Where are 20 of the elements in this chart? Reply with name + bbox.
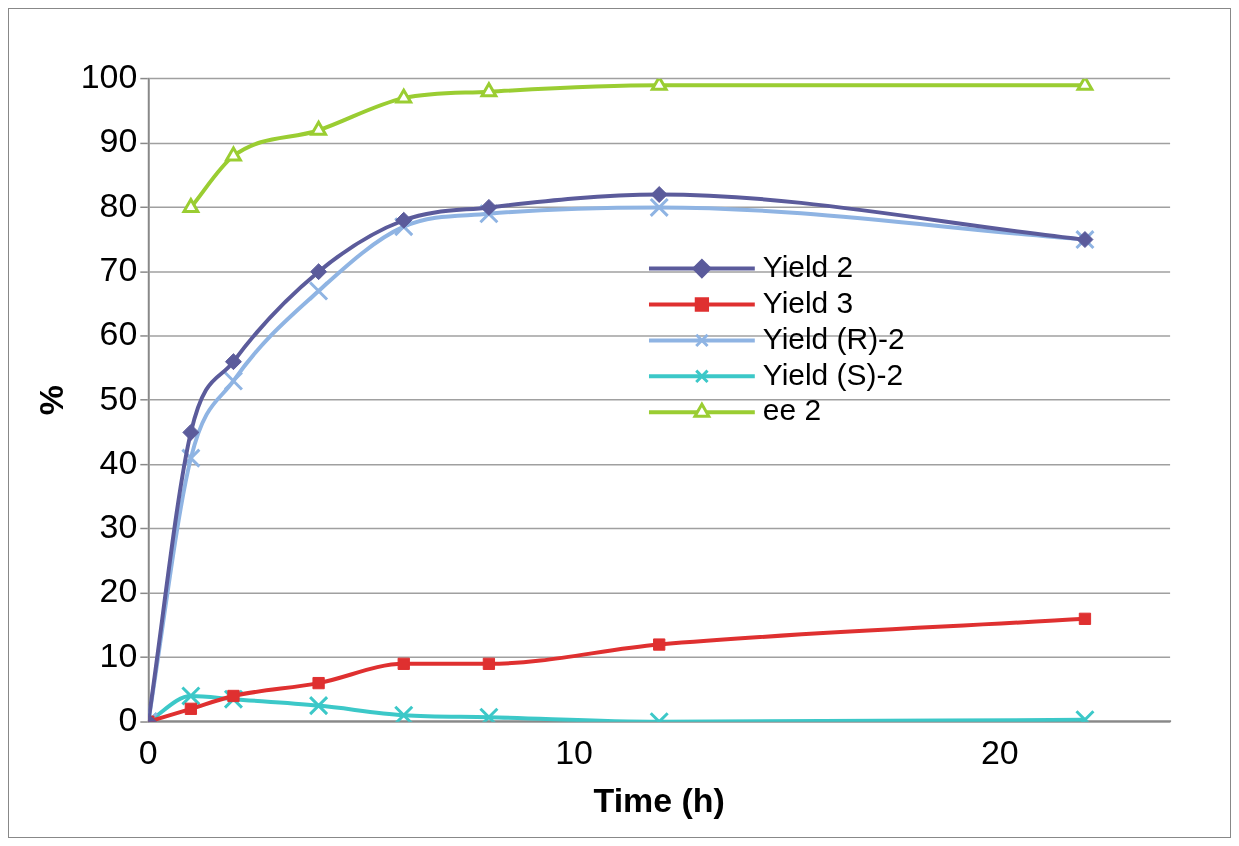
- x-axis-title: Time (h): [593, 781, 725, 820]
- y-tick-label: 90: [99, 121, 138, 160]
- legend-label: ee 2: [762, 393, 822, 427]
- legend-label: Yield 3: [762, 285, 854, 319]
- legend-label: Yield (R)-2: [762, 321, 905, 355]
- y-tick-label: 70: [99, 250, 138, 289]
- y-tick-label: 50: [99, 378, 138, 417]
- y-tick-label: 10: [99, 635, 138, 674]
- x-tick-label: 10: [555, 733, 593, 772]
- y-tick-label: 20: [99, 571, 138, 610]
- legend-label: Yield (S)-2: [762, 357, 904, 391]
- y-tick-label: 40: [99, 442, 138, 481]
- legend-label: Yield 2: [762, 249, 854, 283]
- y-tick-label: 30: [99, 507, 138, 546]
- y-tick-label: 100: [80, 57, 138, 96]
- y-tick-label: 80: [99, 185, 138, 224]
- x-tick-label: 20: [980, 733, 1019, 772]
- y-tick-label: 60: [99, 314, 138, 353]
- y-tick-label: 0: [118, 700, 138, 739]
- y-axis-title: %: [31, 385, 70, 416]
